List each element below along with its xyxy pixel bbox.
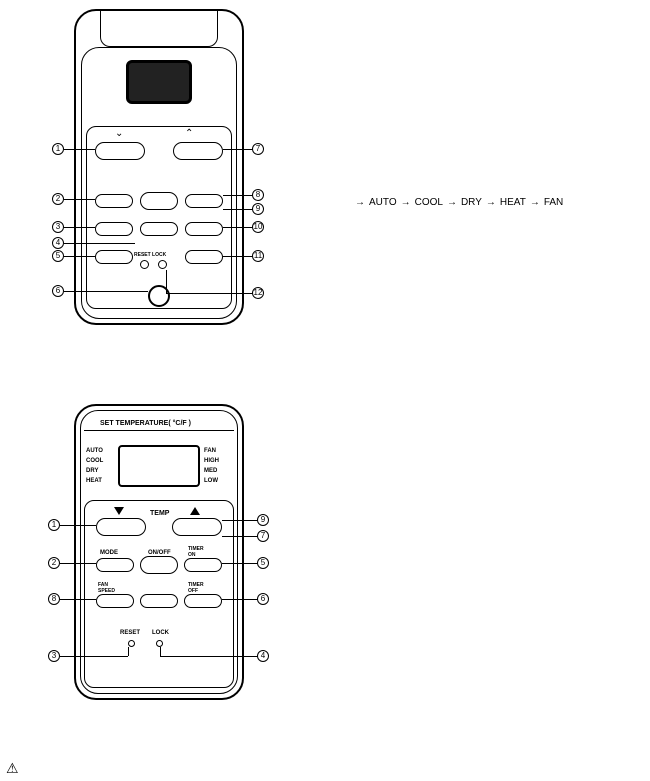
timer-on-button[interactable] bbox=[184, 558, 222, 572]
callout2-6: 6 bbox=[257, 593, 269, 605]
callout-4: 4 bbox=[52, 237, 64, 249]
callout2-1: 1 bbox=[48, 519, 60, 531]
lead2-r4 bbox=[160, 656, 258, 657]
remote-1-temp-up-button[interactable] bbox=[173, 142, 223, 160]
chevron-up-icon: ⌃ bbox=[185, 128, 193, 139]
callout2-2: 2 bbox=[48, 557, 60, 569]
remote-2-header: SET TEMPERATURE( °C/F ) bbox=[100, 420, 191, 427]
mode-label: MODE bbox=[100, 550, 118, 556]
remote-1-top-cap bbox=[100, 9, 218, 47]
reset-button[interactable] bbox=[128, 640, 135, 647]
callout-9: 9 bbox=[252, 203, 264, 215]
flow-item: DRY bbox=[461, 197, 482, 208]
triangle-up-icon bbox=[190, 507, 200, 515]
lead2-l1 bbox=[60, 525, 96, 526]
temp-label: TEMP bbox=[150, 510, 169, 517]
flow-item: COOL bbox=[415, 197, 443, 208]
mode-button[interactable] bbox=[96, 558, 134, 572]
remote-1-btn-c3[interactable] bbox=[140, 222, 178, 236]
lead-l6 bbox=[64, 291, 148, 292]
lead2-r9 bbox=[222, 520, 258, 521]
callout-11: 11 bbox=[252, 250, 264, 262]
remote-1-btn-r2[interactable] bbox=[185, 194, 223, 208]
lead-l4 bbox=[64, 243, 135, 244]
lead-l3 bbox=[64, 227, 95, 228]
lead2-l3v bbox=[128, 647, 129, 656]
lead-r9 bbox=[223, 209, 253, 210]
lead2-r5 bbox=[222, 563, 258, 564]
warning-icon: ⚠ bbox=[6, 760, 19, 777]
lead2-r4v bbox=[160, 647, 161, 656]
remote-1-btn-r4[interactable] bbox=[185, 250, 223, 264]
timer-on-label: TIMERON bbox=[188, 546, 204, 558]
center-button-row3[interactable] bbox=[140, 594, 178, 608]
mode-flow-sequence: → AUTO → COOL → DRY → HEAT → FAN bbox=[355, 197, 563, 208]
callout2-4: 4 bbox=[257, 650, 269, 662]
lead-l2 bbox=[64, 199, 95, 200]
remote-1-screen bbox=[126, 60, 192, 104]
lead-r7 bbox=[223, 149, 253, 150]
triangle-down-icon bbox=[114, 507, 124, 515]
callout2-3: 3 bbox=[48, 650, 60, 662]
lead2-r7 bbox=[222, 536, 258, 537]
callout-5: 5 bbox=[52, 250, 64, 262]
remote-1-btn-c2[interactable] bbox=[140, 192, 178, 210]
fan-speed-button[interactable] bbox=[96, 594, 134, 608]
arrow-icon: → bbox=[401, 197, 411, 208]
remote-2-left-labels: AUTO COOL DRY HEAT bbox=[86, 446, 103, 486]
lead2-l2 bbox=[60, 563, 96, 564]
chevron-down-icon: ⌄ bbox=[115, 128, 123, 139]
arrow-icon: → bbox=[447, 197, 457, 208]
lead-l5 bbox=[64, 256, 95, 257]
lead-r12 bbox=[166, 293, 253, 294]
lead2-r6 bbox=[222, 599, 258, 600]
lead-r11 bbox=[223, 256, 253, 257]
lead2-l8 bbox=[60, 599, 96, 600]
callout2-7: 7 bbox=[257, 530, 269, 542]
flow-item: AUTO bbox=[369, 197, 397, 208]
onoff-button[interactable] bbox=[140, 556, 178, 574]
callout-8: 8 bbox=[252, 189, 264, 201]
callout-10: 10 bbox=[252, 221, 264, 233]
remote-1-reset-lock-label: RESET LOCK bbox=[134, 252, 166, 258]
callout2-9: 9 bbox=[257, 514, 269, 526]
fan-speed-label: FANSPEED bbox=[98, 582, 115, 594]
remote-1-btn-r3[interactable] bbox=[185, 222, 223, 236]
remote-2-screen bbox=[118, 445, 200, 487]
callout-7: 7 bbox=[252, 143, 264, 155]
callout2-5: 5 bbox=[257, 557, 269, 569]
timer-off-button[interactable] bbox=[184, 594, 222, 608]
lead2-l3 bbox=[60, 656, 128, 657]
remote-2-header-line bbox=[84, 430, 234, 431]
remote-1-btn-l4[interactable] bbox=[95, 250, 133, 264]
lock-label: LOCK bbox=[152, 630, 169, 636]
remote-2-right-labels: FAN HIGH MED LOW bbox=[204, 446, 219, 486]
remote-1-btn-l2[interactable] bbox=[95, 194, 133, 208]
temp-up-button[interactable] bbox=[172, 518, 222, 536]
remote-1-reset-button[interactable] bbox=[140, 260, 149, 269]
callout2-8: 8 bbox=[48, 593, 60, 605]
flow-item: HEAT bbox=[500, 197, 526, 208]
lead-r8 bbox=[223, 195, 253, 196]
arrow-icon: → bbox=[486, 197, 496, 208]
flow-item: FAN bbox=[544, 197, 563, 208]
callout-1: 1 bbox=[52, 143, 64, 155]
lock-button[interactable] bbox=[156, 640, 163, 647]
remote-1-temp-down-button[interactable] bbox=[95, 142, 145, 160]
callout-3: 3 bbox=[52, 221, 64, 233]
callout-6: 6 bbox=[52, 285, 64, 297]
lead-l1 bbox=[64, 149, 95, 150]
arrow-icon: → bbox=[530, 197, 540, 208]
lead-r12v bbox=[166, 270, 167, 293]
lead-r10 bbox=[223, 227, 253, 228]
callout-12: 12 bbox=[252, 287, 264, 299]
temp-down-button[interactable] bbox=[96, 518, 146, 536]
remote-1-lock-button[interactable] bbox=[158, 260, 167, 269]
remote-1-btn-l3[interactable] bbox=[95, 222, 133, 236]
arrow-icon: → bbox=[355, 197, 365, 208]
reset-label: RESET bbox=[120, 630, 140, 636]
callout-2: 2 bbox=[52, 193, 64, 205]
timer-off-label: TIMEROFF bbox=[188, 582, 204, 594]
